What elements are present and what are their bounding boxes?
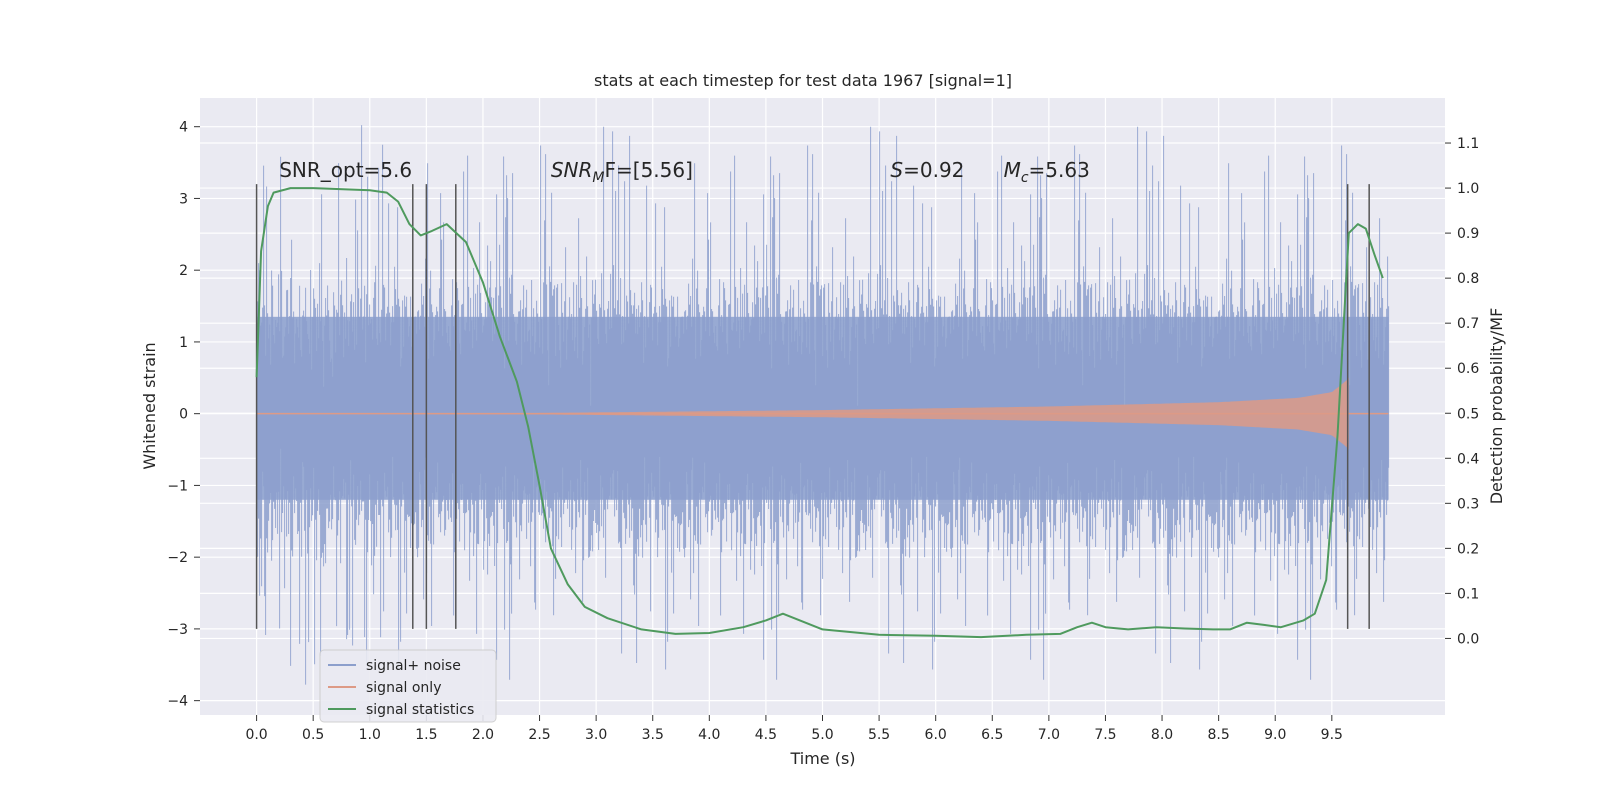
- x-tick-label: 0.5: [302, 727, 324, 743]
- x-tick-label: 1.5: [415, 727, 437, 743]
- x-axis-ticks: 0.0 0.5 1.0 1.5 2.0 2.5 3.0 3.5 4.0 4.5 5.0 5.5 6.0 6…: [245, 715, 1343, 743]
- legend-label: signal+ noise: [366, 658, 461, 674]
- y2-tick-label: 1.0: [1457, 181, 1479, 197]
- chart-title: stats at each timestep for test data 196…: [594, 71, 1012, 90]
- y2-tick-label: 0.0: [1457, 631, 1479, 647]
- annotations: SNR_opt=5.6 SNRMF=[5.56] S=0.92 Mc=5.63: [279, 158, 1090, 186]
- x-tick-label: 3.5: [642, 727, 664, 743]
- legend-box: [319, 649, 497, 723]
- y2-tick-label: 0.7: [1457, 316, 1479, 332]
- x-tick-label: 2.5: [528, 727, 550, 743]
- annotation-text: Mc=5.63: [1004, 158, 1090, 186]
- y-tick-label: −3: [167, 622, 188, 638]
- x-tick-label: 6.5: [981, 727, 1003, 743]
- x-tick-label: 5.0: [811, 727, 833, 743]
- y-tick-label: 4: [179, 120, 188, 136]
- x-tick-label: 4.0: [698, 727, 720, 743]
- x-tick-label: 4.5: [755, 727, 777, 743]
- x-tick-label: 6.0: [925, 727, 947, 743]
- y-axis-label: Whitened strain: [140, 342, 159, 469]
- y2-tick-label: 0.8: [1457, 271, 1479, 287]
- x-tick-label: 7.0: [1038, 727, 1060, 743]
- legend-label: signal only: [366, 680, 441, 696]
- y-tick-label: 3: [179, 191, 188, 207]
- x-tick-label: 5.5: [868, 727, 890, 743]
- y2-tick-label: 1.1: [1457, 136, 1479, 152]
- x-tick-label: 1.0: [359, 727, 381, 743]
- y2-tick-label: 0.5: [1457, 406, 1479, 422]
- y-tick-label: −4: [167, 694, 188, 710]
- plot-content: [255, 125, 1390, 685]
- y-tick-label: 1: [179, 335, 188, 351]
- x-tick-label: 2.0: [472, 727, 494, 743]
- y-tick-label: −1: [167, 478, 188, 494]
- annotation-text: SNRMF=[5.56]: [551, 158, 693, 186]
- y-tick-label: 0: [179, 407, 188, 423]
- annotation-text: S=0.92: [890, 158, 964, 182]
- y2-axis-ticks: 1.1 1.0 0.9 0.8 0.7 0.6 0.5 0.4 0.3 0.2 0.1 0.0: [1445, 136, 1479, 647]
- x-tick-label: 9.0: [1264, 727, 1286, 743]
- x-tick-label: 0.0: [245, 727, 267, 743]
- legend: signal+ noise signal only signal statistic…: [319, 649, 497, 723]
- y2-tick-label: 0.9: [1457, 226, 1479, 242]
- y-tick-label: −2: [167, 550, 188, 566]
- x-tick-label: 3.0: [585, 727, 607, 743]
- x-tick-label: 9.5: [1321, 727, 1343, 743]
- y2-tick-label: 0.2: [1457, 541, 1479, 557]
- y2-tick-label: 0.3: [1457, 496, 1479, 512]
- x-tick-label: 7.5: [1094, 727, 1116, 743]
- y2-tick-label: 0.6: [1457, 361, 1479, 377]
- y-axis-ticks: 4 3 2 1 0 −1 −2 −3 −4: [167, 120, 200, 710]
- annotation-text: SNR_opt=5.6: [279, 158, 412, 182]
- y2-axis-label: Detection probability/MF: [1487, 308, 1506, 505]
- x-tick-label: 8.0: [1151, 727, 1173, 743]
- x-axis-label: Time (s): [789, 749, 855, 768]
- series-signal-statistics: [255, 187, 1384, 639]
- y-tick-label: 2: [179, 263, 188, 279]
- y2-tick-label: 0.4: [1457, 451, 1479, 467]
- y2-tick-label: 0.1: [1457, 586, 1479, 602]
- legend-label: signal statistics: [366, 702, 474, 718]
- x-tick-label: 8.5: [1208, 727, 1230, 743]
